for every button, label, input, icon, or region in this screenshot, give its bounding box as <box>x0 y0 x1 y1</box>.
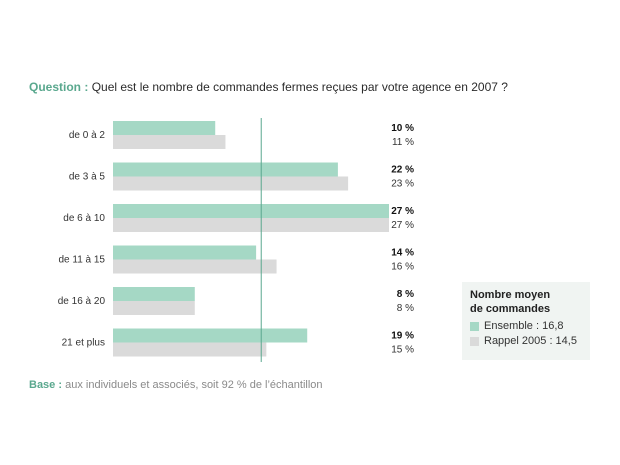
legend-item-ensemble: Ensemble : 16,8 <box>470 319 582 334</box>
value-label-rappel-de-11-15: 16 % <box>391 262 414 273</box>
bar-ensemble-de-0-2 <box>113 121 216 135</box>
legend-title-line2: de commandes <box>470 303 551 315</box>
footnote-label: Base : <box>29 379 63 391</box>
value-label-ensemble-de-3-5: 22 % <box>391 165 414 176</box>
legend-label-rappel: Rappel 2005 : 14,5 <box>484 335 577 347</box>
value-label-rappel-21-et-plus: 15 % <box>391 345 414 356</box>
legend-box: Nombre moyen de commandes Ensemble : 16,… <box>462 282 590 360</box>
category-label-de-6-10: de 6 à 10 <box>63 213 105 224</box>
bar-ensemble-de-11-15 <box>113 245 257 260</box>
value-label-ensemble-21-et-plus: 19 % <box>391 331 414 342</box>
legend-title: Nombre moyen de commandes <box>470 288 582 316</box>
value-label-ensemble-de-6-10: 27 % <box>391 206 414 217</box>
bar-ensemble-de-16-20 <box>113 287 195 301</box>
value-label-rappel-de-3-5: 23 % <box>391 179 414 190</box>
value-label-ensemble-de-11-15: 14 % <box>391 248 414 259</box>
legend-item-rappel: Rappel 2005 : 14,5 <box>470 334 582 349</box>
footnote: Base : aux individuels et associés, soit… <box>29 379 323 391</box>
category-label-de-0-2: de 0 à 2 <box>69 130 106 141</box>
legend-swatch-rappel <box>470 337 479 346</box>
value-label-ensemble-de-16-20: 8 % <box>397 289 414 300</box>
value-label-rappel-de-16-20: 8 % <box>397 303 414 314</box>
bar-ensemble-de-6-10 <box>113 204 389 218</box>
bar-rappel-de-11-15 <box>113 259 277 274</box>
value-label-rappel-de-0-2: 11 % <box>392 137 414 148</box>
bar-rappel-de-3-5 <box>113 176 349 191</box>
bar-ensemble-21-et-plus <box>113 328 308 343</box>
category-label-de-11-15: de 11 à 15 <box>58 255 105 266</box>
footnote-text: aux individuels et associés, soit 92 % d… <box>65 379 323 391</box>
bar-ensemble-de-3-5 <box>113 162 338 177</box>
question-label: Question : <box>29 80 89 94</box>
bar-rappel-21-et-plus <box>113 342 267 357</box>
value-label-ensemble-de-0-2: 10 % <box>391 123 414 134</box>
category-label-de-16-20: de 16 à 20 <box>58 296 106 307</box>
category-label-de-3-5: de 3 à 5 <box>69 172 106 183</box>
bar-rappel-de-0-2 <box>113 135 226 149</box>
category-label-21-et-plus: 21 et plus <box>62 338 105 349</box>
bar-rappel-de-16-20 <box>113 301 195 315</box>
legend-swatch-ensemble <box>470 322 479 331</box>
legend-label-ensemble: Ensemble : 16,8 <box>484 320 564 332</box>
value-label-rappel-de-6-10: 27 % <box>391 220 414 231</box>
bar-rappel-de-6-10 <box>113 218 389 232</box>
legend-title-line1: Nombre moyen <box>470 289 551 301</box>
question-text: Quel est le nombre de commandes fermes r… <box>91 80 508 94</box>
question: Question : Quel est le nombre de command… <box>29 80 508 94</box>
